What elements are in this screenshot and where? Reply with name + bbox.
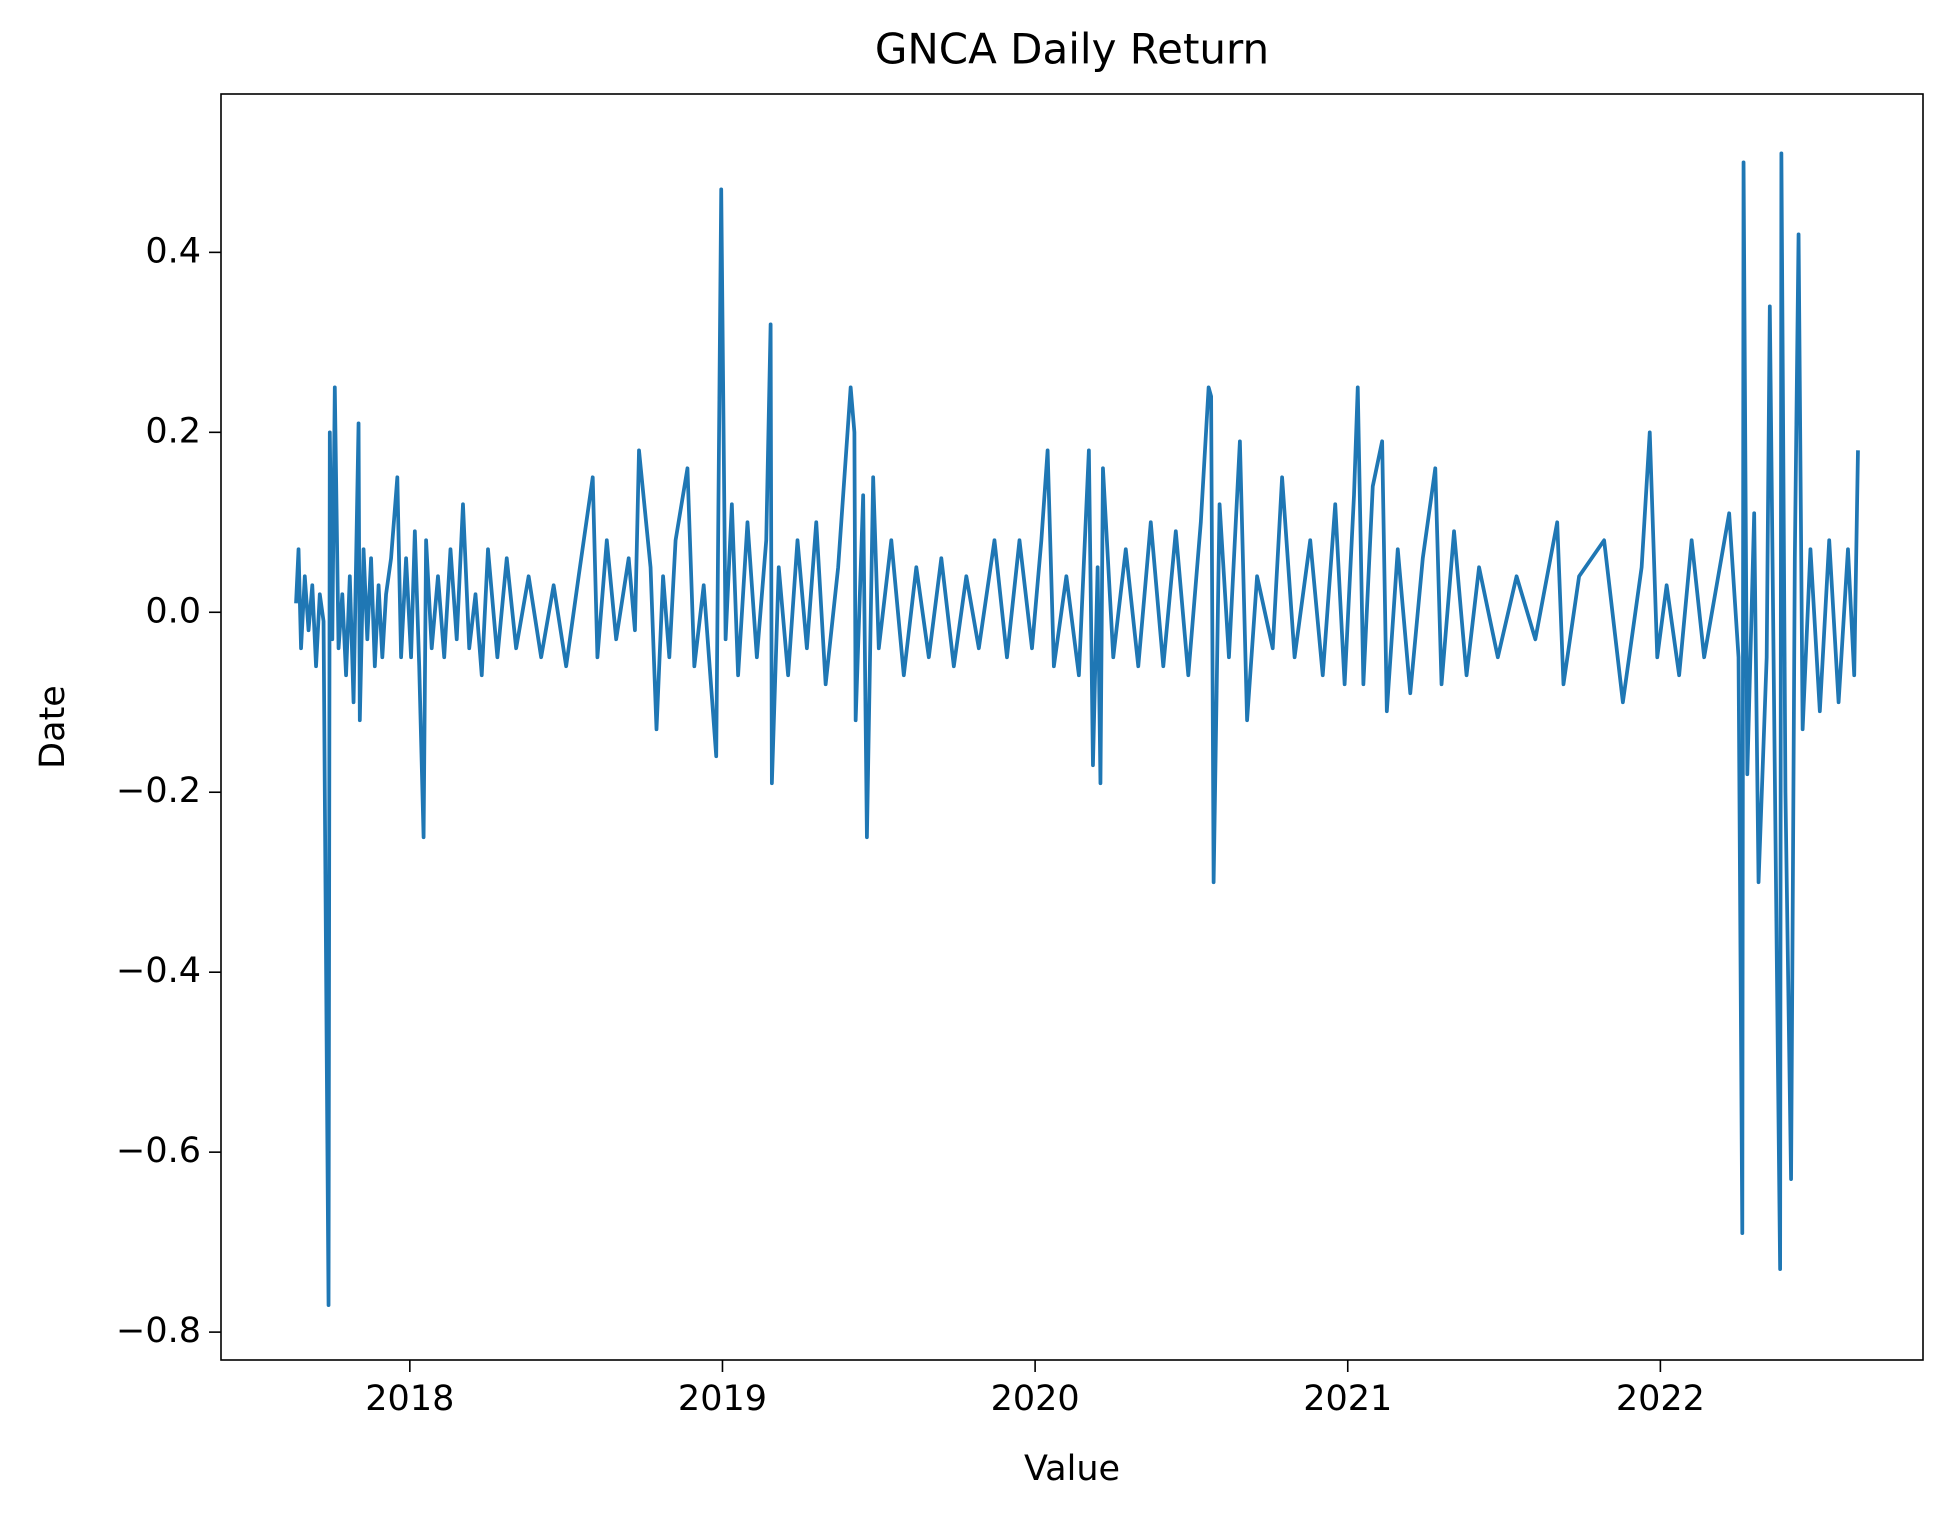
x-axis-label: Value [1024,1449,1120,1489]
y-tick-label: −0.8 [116,1311,201,1351]
chart-title: GNCA Daily Return [875,25,1269,74]
y-axis-label: Date [33,685,73,769]
y-tick-label: 0.2 [145,411,201,451]
x-tick-label: 2020 [991,1379,1080,1419]
y-tick-label: −0.6 [116,1131,201,1171]
y-tick-label: −0.2 [116,771,201,811]
x-tick-label: 2018 [365,1379,454,1419]
data-line [294,151,1860,1307]
plot-frame [220,93,1924,1361]
y-tick-label: 0.0 [145,591,201,631]
y-tick-label: −0.4 [116,951,201,991]
y-tick-label: 0.4 [145,231,201,271]
x-tick-label: 2022 [1616,1379,1705,1419]
x-tick-label: 2019 [678,1379,767,1419]
x-tick-label: 2021 [1303,1379,1392,1419]
